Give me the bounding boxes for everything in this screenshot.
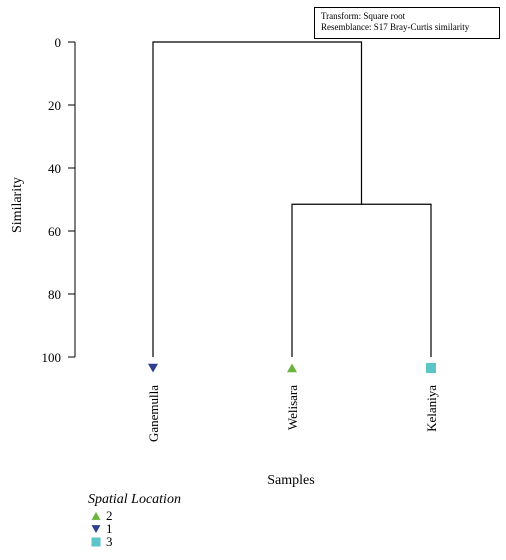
leaf-marker-ganemulla [148, 363, 158, 373]
leaf-label: Kelaniya [424, 385, 439, 432]
legend-marker-shape [91, 524, 101, 533]
x-axis-label: Samples [267, 473, 314, 488]
dendrogram-tree [152, 41, 432, 357]
legend-marker [88, 510, 104, 522]
legend-item: 2 [88, 509, 181, 522]
leaf-markers: Ganemulla Welisara Kelaniya [146, 363, 439, 442]
y-tick-label: 80 [48, 287, 61, 302]
y-axis-label: Similarity [10, 177, 25, 233]
leaf-marker-welisara [287, 363, 297, 373]
legend-label: 2 [106, 508, 113, 523]
info-box: Transform: Square root Resemblance: S17 … [314, 7, 500, 39]
legend-marker [88, 523, 104, 535]
y-tick-label: 20 [48, 98, 61, 113]
legend-marker-shape [91, 511, 101, 520]
leaf-label: Ganemulla [146, 385, 161, 442]
legend-title: Spatial Location [88, 492, 181, 507]
transform-label: Transform: Square root [321, 11, 406, 21]
legend-marker-shape [91, 537, 101, 546]
y-tick-label: 60 [48, 224, 61, 239]
legend-marker [88, 536, 104, 548]
leaf-marker-kelaniya [426, 363, 436, 373]
merge-link [152, 41, 363, 357]
leaf-label: Welisara [285, 385, 300, 430]
legend-label: 3 [106, 534, 113, 549]
y-tick-label: 0 [55, 35, 62, 50]
y-tick-label: 40 [48, 161, 61, 176]
legend-label: 1 [106, 521, 113, 536]
y-axis: 0 20 40 60 80 100 [42, 35, 76, 365]
merge-link [291, 203, 432, 357]
legend-item: 3 [88, 535, 181, 548]
resemblance-label: Resemblance: S17 Bray-Curtis similarity [321, 22, 470, 32]
legend-item: 1 [88, 522, 181, 535]
y-tick-label: 100 [42, 350, 62, 365]
